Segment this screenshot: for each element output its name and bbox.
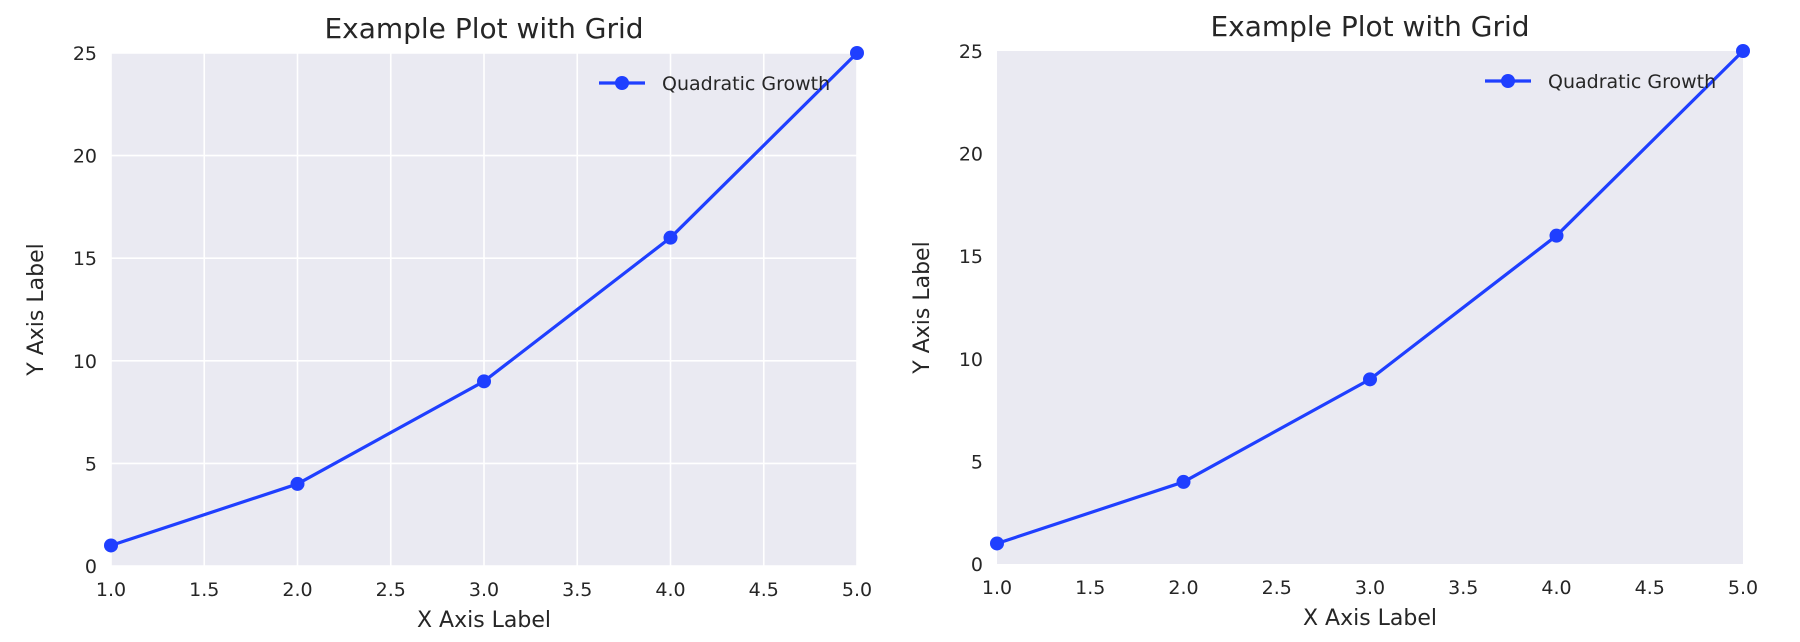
x-tick-label: 3.5: [562, 579, 592, 601]
x-tick-label: 1.0: [982, 577, 1012, 599]
y-axis-label: Y Axis Label: [24, 243, 49, 376]
data-point: [850, 46, 864, 60]
chart-title: Example Plot with Grid: [324, 12, 643, 45]
legend-marker: [1501, 74, 1515, 88]
x-tick-label: 1.5: [1075, 577, 1105, 599]
x-tick-label: 2.0: [282, 579, 312, 601]
data-point: [1549, 228, 1564, 243]
chart-title: Example Plot with Grid: [1210, 10, 1529, 43]
x-tick-label: 2.0: [1168, 577, 1198, 599]
chart-panel-1: 1.0 1.5 2.0 2.5 3.0 3.5 4.0 4.5 5.0 0 5 10 15 20 25 Exa…: [24, 12, 872, 633]
y-tick-label: 15: [959, 246, 983, 268]
data-point: [477, 374, 491, 389]
x-tick-label: 3.5: [1448, 577, 1478, 599]
y-tick-label: 20: [73, 146, 97, 168]
x-tick-label: 4.0: [1541, 577, 1571, 599]
data-point: [290, 476, 305, 491]
x-tick-label: 5.0: [842, 579, 872, 601]
data-point: [1736, 44, 1750, 58]
x-tick-label: 4.5: [1635, 577, 1665, 599]
x-tick-label: 3.0: [1355, 577, 1385, 599]
data-point: [663, 230, 678, 245]
legend-label: Quadratic Growth: [662, 73, 830, 95]
plot-area: [997, 51, 1743, 564]
y-tick-label: 10: [959, 349, 983, 371]
y-tick-label: 25: [959, 41, 983, 63]
x-tick-label: 1.0: [96, 579, 126, 601]
y-tick-label: 0: [85, 556, 97, 578]
legend: Quadratic Growth: [1485, 71, 1716, 93]
legend-marker: [615, 76, 629, 90]
x-tick-label: 2.5: [1262, 577, 1292, 599]
data-point: [990, 536, 1004, 551]
x-tick-label: 1.5: [189, 579, 219, 601]
y-tick-label: 0: [971, 554, 983, 576]
y-tick-label: 5: [971, 451, 983, 473]
x-tick-label: 5.0: [1728, 577, 1758, 599]
x-tick-label: 4.0: [655, 579, 685, 601]
y-axis-label: Y Axis Label: [910, 241, 935, 374]
y-tick-label: 20: [959, 144, 983, 166]
data-point: [1176, 474, 1191, 489]
x-axis-label: X Axis Label: [1303, 606, 1437, 631]
x-tick-label: 3.0: [469, 579, 499, 601]
y-tick-label: 15: [73, 248, 97, 270]
y-tick-label: 25: [73, 43, 97, 65]
legend-label: Quadratic Growth: [1548, 71, 1716, 93]
y-tick-label: 10: [73, 351, 97, 373]
data-point: [1363, 372, 1377, 387]
data-point: [104, 538, 118, 553]
chart-panel-2: 1.0 1.5 2.0 2.5 3.0 3.5 4.0 4.5 5.0 0 5 10 15 20 25 Exa…: [910, 10, 1758, 631]
legend: Quadratic Growth: [599, 73, 830, 95]
y-tick-label: 5: [85, 453, 97, 475]
x-tick-label: 4.5: [749, 579, 779, 601]
x-axis-label: X Axis Label: [417, 608, 551, 633]
x-tick-label: 2.5: [376, 579, 406, 601]
